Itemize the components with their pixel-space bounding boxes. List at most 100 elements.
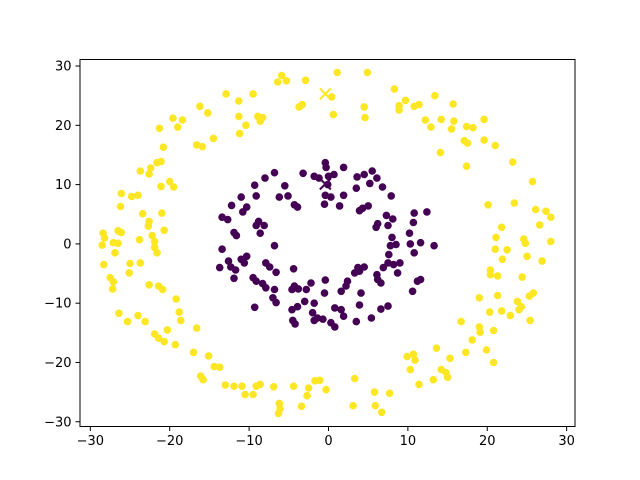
- scatter-point: [333, 68, 342, 77]
- scatter-point: [364, 202, 373, 210]
- scatter-point: [386, 241, 395, 250]
- scatter-point: [486, 270, 495, 279]
- scatter-point: [117, 189, 126, 198]
- scatter-point: [385, 250, 393, 259]
- scatter-point: [293, 302, 302, 311]
- scatter-point: [252, 277, 260, 286]
- scatter-point: [178, 116, 187, 124]
- cluster-center-x-marker: [319, 87, 332, 101]
- scatter-point: [235, 97, 243, 105]
- scatter-point: [117, 228, 126, 237]
- scatter-point: [169, 114, 177, 122]
- scatter-point: [241, 390, 249, 399]
- scatter-point: [189, 348, 198, 357]
- scatter-point: [382, 211, 391, 220]
- x-axis-tick-label: −10: [235, 434, 262, 449]
- scatter-point: [377, 279, 385, 287]
- scatter-point: [136, 259, 145, 267]
- scatter-point: [430, 241, 438, 250]
- scatter-point: [160, 226, 168, 235]
- scatter-point: [177, 316, 185, 325]
- scatter-point: [153, 249, 161, 257]
- scatter-point: [468, 336, 477, 344]
- scatter-point: [232, 231, 241, 240]
- scatter-point: [462, 122, 471, 131]
- scatter-point: [261, 174, 269, 182]
- scatter-point: [331, 304, 339, 312]
- scatter-point: [457, 317, 465, 326]
- scatter-point: [308, 308, 317, 317]
- scatter-point: [482, 346, 491, 354]
- scatter-point: [493, 272, 502, 280]
- scatter-point: [231, 266, 240, 274]
- scatter-point: [230, 274, 238, 283]
- scatter-point: [252, 192, 260, 200]
- scatter-point: [489, 326, 498, 335]
- scatter-point: [109, 278, 118, 286]
- scatter-point: [155, 124, 164, 133]
- scatter-point: [303, 391, 311, 400]
- scatter-point: [432, 344, 441, 353]
- scatter-point: [270, 168, 279, 177]
- scatter-point: [196, 102, 204, 111]
- scatter-point: [437, 115, 446, 124]
- scatter-point: [288, 285, 296, 294]
- scatter-point: [223, 215, 232, 224]
- scatter-point: [322, 163, 330, 172]
- scatter-point: [221, 381, 230, 389]
- scatter-point: [357, 289, 365, 297]
- scatter-point: [224, 257, 233, 265]
- scatter-point: [379, 263, 388, 272]
- scatter-point: [360, 263, 369, 271]
- scatter-point: [316, 376, 324, 385]
- scatter-point: [390, 85, 399, 93]
- scatter-point: [518, 273, 526, 281]
- scatter-point: [523, 252, 531, 261]
- scatter-point: [498, 255, 507, 264]
- scatter-point: [368, 167, 377, 175]
- scatter-point: [443, 373, 452, 382]
- scatter-point: [238, 382, 246, 391]
- scatter-point: [476, 328, 484, 337]
- scatter-point: [235, 112, 243, 121]
- scatter-point: [293, 203, 302, 211]
- scatter-point: [408, 287, 417, 296]
- y-axis-tick-label: −20: [44, 356, 71, 371]
- scatter-point: [301, 76, 310, 85]
- scatter-point: [289, 265, 298, 273]
- scatter-point: [361, 113, 369, 122]
- scatter-point: [349, 401, 357, 410]
- scatter-point: [370, 388, 379, 396]
- scatter-point: [150, 237, 159, 246]
- scatter-point: [116, 202, 125, 211]
- scatter-point: [410, 249, 419, 257]
- scatter-point: [141, 317, 149, 326]
- scatter-point: [489, 358, 498, 367]
- scatter-point: [299, 169, 307, 178]
- scatter-point: [484, 201, 492, 209]
- scatter-point: [237, 193, 245, 201]
- scatter-point: [159, 143, 168, 151]
- x-axis-tick-label: −20: [156, 434, 183, 449]
- scatter-point: [158, 285, 167, 294]
- scatter-point: [98, 241, 106, 249]
- scatter-point: [111, 249, 119, 257]
- cluster-centers-layer: [319, 87, 332, 191]
- scatter-point: [250, 303, 259, 312]
- scatter-point: [321, 276, 330, 284]
- scatter-point: [157, 157, 165, 166]
- scatter-point: [373, 270, 381, 279]
- scatter-point: [282, 77, 291, 85]
- scatter-point: [222, 90, 230, 98]
- scatter-point: [339, 163, 348, 172]
- axes-layer: −30 −20 −10 0 10 20 30 −30 −20 −10 0 10 20 30: [44, 59, 576, 449]
- scatter-point: [450, 117, 458, 125]
- scatter-point: [409, 218, 418, 227]
- scatter-point: [393, 269, 402, 277]
- scatter-point: [449, 100, 457, 108]
- scatter-point: [242, 203, 251, 211]
- scatter-point: [126, 259, 134, 268]
- scatter-point: [415, 380, 423, 389]
- scatter-point: [427, 123, 435, 131]
